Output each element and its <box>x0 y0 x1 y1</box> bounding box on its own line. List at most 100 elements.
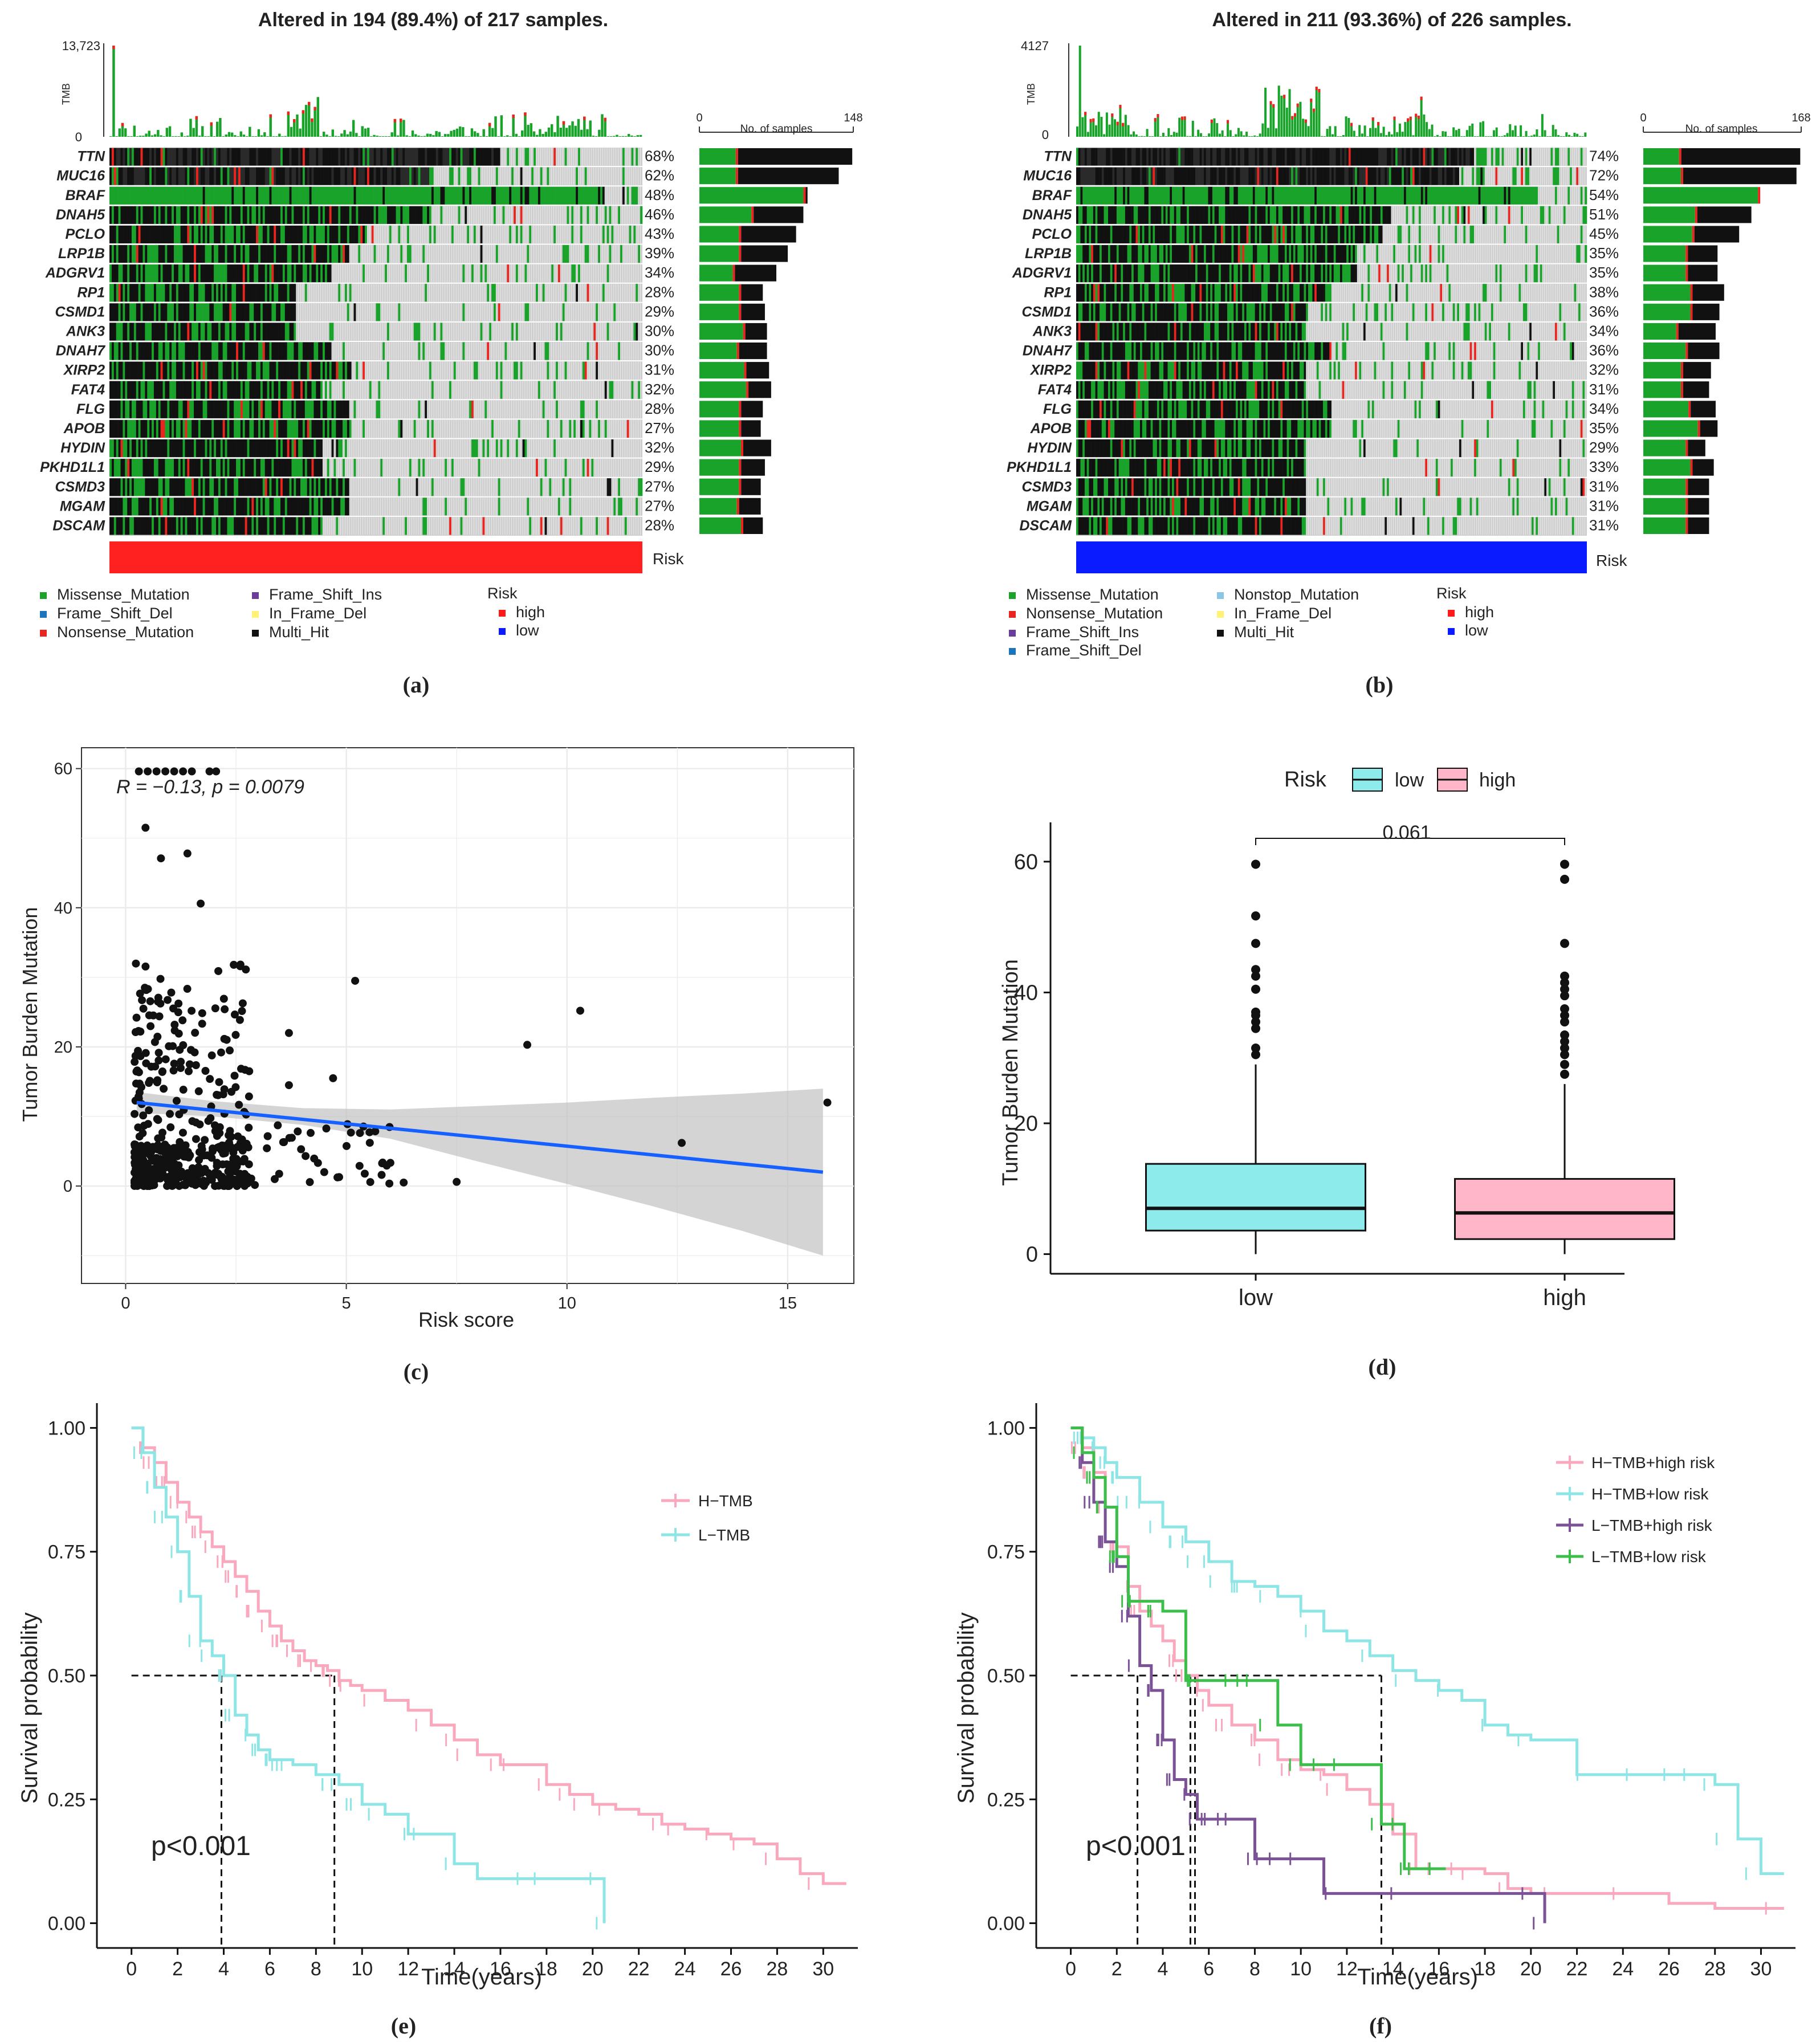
mutation-cell <box>220 186 223 205</box>
mutation-cell <box>205 459 207 477</box>
cell-divider <box>500 303 501 321</box>
mutation-cell <box>169 323 172 341</box>
mutation-cell <box>338 206 341 224</box>
mutation-cell <box>218 148 221 166</box>
mutation-cell <box>323 361 325 380</box>
mutation-cell <box>489 148 492 166</box>
cell-divider <box>389 342 390 360</box>
cell-divider <box>389 303 390 321</box>
cell-divider <box>600 459 601 477</box>
mutation-cell <box>267 225 270 243</box>
cell-divider <box>531 206 532 224</box>
mutation-cell <box>254 284 256 302</box>
mutation-cell <box>416 206 418 224</box>
mutation-cell <box>296 381 299 399</box>
cell-divider <box>438 342 439 360</box>
mutation-cell <box>371 186 374 205</box>
cell-divider <box>613 148 614 166</box>
mutation-cell <box>351 225 354 243</box>
mutation-cell <box>225 148 227 166</box>
mutation-cell <box>386 361 390 380</box>
cell-divider <box>538 264 539 283</box>
mutation-cell <box>258 381 261 399</box>
mutation-cell <box>182 225 185 243</box>
cell-divider <box>340 517 341 535</box>
mutation-cell <box>435 186 438 205</box>
mutation-cell <box>282 342 286 360</box>
mutation-cell <box>320 245 323 263</box>
mutation-cell <box>298 342 301 360</box>
cell-divider <box>567 342 568 360</box>
mutation-cell <box>123 225 125 243</box>
mutation-cell <box>471 264 474 283</box>
cell-divider <box>333 323 335 341</box>
cell-divider <box>640 303 641 321</box>
cell-divider <box>520 400 521 418</box>
mutation-cell <box>276 419 279 438</box>
mutation-cell <box>131 148 135 166</box>
mutation-cell <box>251 381 254 399</box>
cell-divider <box>367 284 368 302</box>
mutation-cell <box>236 478 239 496</box>
mutation-cell <box>142 303 145 321</box>
mutation-cell <box>256 206 259 224</box>
cell-divider <box>518 167 519 185</box>
tmb-bar <box>417 135 420 137</box>
mutation-cell <box>264 225 267 243</box>
cell-divider <box>340 459 341 477</box>
mutation-cell <box>136 245 139 263</box>
mutation-cell <box>207 264 210 283</box>
cell-divider <box>358 478 359 496</box>
mutation-cell <box>218 419 221 438</box>
mutation-cell <box>291 167 294 185</box>
cell-divider <box>511 381 512 399</box>
mutation-cell <box>276 517 279 535</box>
mutation-cell <box>251 478 254 496</box>
panel-a-tmb-bars <box>109 46 642 137</box>
mutation-cell <box>145 517 148 535</box>
mutation-cell <box>520 361 523 380</box>
mutation-cell <box>142 225 145 243</box>
cell-divider <box>620 419 621 438</box>
mutation-cell <box>589 419 592 438</box>
cell-divider <box>478 303 479 321</box>
cell-divider <box>578 167 579 185</box>
mutation-cell <box>238 459 241 477</box>
cell-divider <box>382 225 383 243</box>
cell-divider <box>529 459 530 477</box>
mutation-cell <box>376 400 378 418</box>
mutation-cell <box>313 148 316 166</box>
mutation-cell <box>291 186 294 205</box>
mutation-cell <box>169 498 172 516</box>
mutation-cell <box>220 439 223 458</box>
cell-divider <box>629 303 630 321</box>
mutation-cell <box>194 419 197 438</box>
mutation-cell <box>116 264 119 283</box>
cell-divider <box>489 381 490 399</box>
cell-divider <box>589 342 590 360</box>
mutation-cell <box>462 186 465 205</box>
mutation-cell <box>495 245 499 263</box>
mutation-cell <box>382 206 385 224</box>
cell-divider <box>553 517 554 535</box>
mutation-cell <box>356 148 359 166</box>
cell-divider <box>622 381 623 399</box>
mutation-cell <box>207 303 210 321</box>
mutation-cell <box>304 361 308 380</box>
mutation-cell <box>245 459 247 477</box>
mutation-cell <box>378 206 381 224</box>
cell-divider <box>571 498 572 516</box>
mutation-cell <box>214 419 217 438</box>
tmb-bar <box>260 135 263 137</box>
mutation-cell <box>323 264 325 283</box>
mutation-cell <box>196 303 199 321</box>
mutation-cell <box>216 478 219 496</box>
mutation-cell <box>633 225 636 243</box>
mutation-cell <box>282 361 286 380</box>
tmb-bar <box>586 129 589 137</box>
mutation-cell <box>302 361 306 380</box>
mutation-cell <box>220 478 223 496</box>
cell-divider <box>489 459 490 477</box>
mutation-cell <box>431 148 434 166</box>
cell-divider <box>593 167 595 185</box>
